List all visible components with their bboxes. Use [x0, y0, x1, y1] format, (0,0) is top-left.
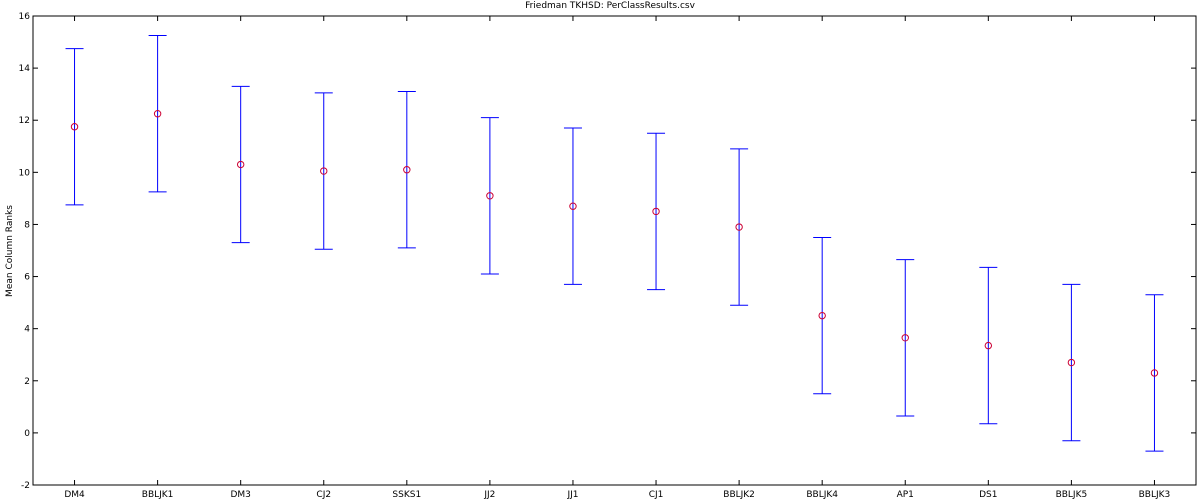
x-tick-label: BBLJK5: [1056, 490, 1088, 500]
x-tick-label: SSKS1: [392, 490, 421, 500]
x-tick-label: DM3: [230, 490, 250, 500]
mean-point: [818, 311, 826, 320]
mean-point: [236, 160, 245, 169]
x-tick-label: BBLJK2: [723, 490, 755, 500]
mean-point: [735, 223, 743, 231]
chart-title: Friedman TKHSD: PerClassResults.csv: [525, 1, 696, 11]
mean-point: [403, 166, 411, 174]
plot-frame: [32, 15, 1197, 486]
y-tick-label: 4: [24, 325, 30, 335]
x-tick-label: JJ2: [483, 490, 495, 500]
x-tick-label: BBLJK1: [142, 490, 174, 500]
y-tick-label: 12: [19, 116, 30, 126]
x-tick-label: DM4: [64, 490, 85, 500]
x-tick-label: JJ1: [566, 490, 578, 500]
mean-point: [1150, 369, 1159, 377]
y-tick-label: 8: [24, 220, 30, 230]
x-tick-label: BBLJK4: [806, 490, 838, 500]
y-axis-label: Mean Column Ranks: [5, 205, 15, 297]
mean-point: [486, 192, 494, 200]
mean-point: [320, 167, 328, 175]
mean-point: [984, 341, 993, 350]
y-tick-label: 14: [19, 64, 31, 74]
x-tick-label: DS1: [979, 490, 997, 500]
mean-point: [901, 334, 909, 342]
y-tick-label: 6: [24, 273, 30, 283]
y-tick-label: -2: [21, 481, 30, 491]
plot-area: -2 0 2 4 6 8 10 12 14 16 DM4 BBLJK1 DM3 CJ2 SSKS1 JJ2 JJ…: [19, 12, 1197, 500]
y-tick-label: 10: [19, 168, 31, 178]
mean-point: [153, 110, 162, 118]
mean-point: [569, 202, 577, 210]
x-tick-label: BBLJK3: [1139, 490, 1171, 500]
mean-point: [1067, 358, 1076, 367]
y-tick-label: 0: [24, 429, 30, 439]
x-tick-label: CJ1: [649, 490, 664, 500]
y-tick-label: 16: [19, 12, 31, 22]
mean-point: [652, 207, 660, 216]
x-tick-label: AP1: [897, 490, 914, 500]
y-tick-label: 2: [24, 377, 30, 387]
x-tick-label: CJ2: [316, 490, 331, 500]
mean-point: [70, 123, 79, 131]
